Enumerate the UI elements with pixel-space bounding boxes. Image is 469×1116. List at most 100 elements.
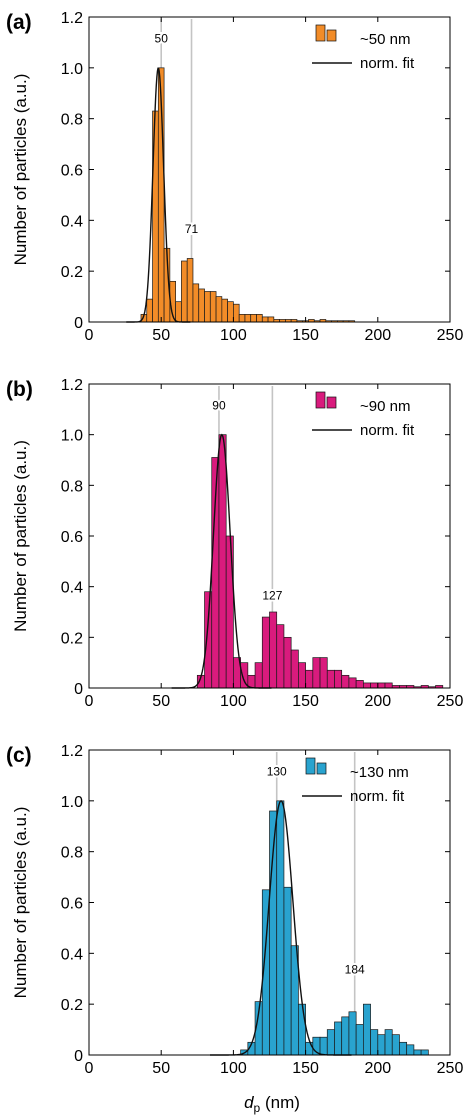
y-tick-label: 0.4 bbox=[61, 213, 83, 230]
histogram-bar bbox=[238, 314, 246, 323]
histogram-bar bbox=[192, 283, 200, 323]
peak-label: 50 bbox=[155, 31, 169, 45]
peak-label: 71 bbox=[185, 222, 199, 236]
x-tick-label: 100 bbox=[220, 693, 247, 710]
histogram-bar bbox=[384, 1029, 393, 1056]
y-tick-label: 0.4 bbox=[61, 946, 83, 963]
y-tick-label: 0 bbox=[74, 1048, 83, 1065]
panels: 50 71 0 0.2 0.4 0.6 0.8 1.0 1.2 0 50 100 150 200 250 Nu… bbox=[6, 10, 463, 1077]
peak-label: 184 bbox=[345, 963, 365, 977]
x-tick-label: 100 bbox=[220, 1060, 247, 1077]
histogram-bar bbox=[363, 682, 371, 689]
y-tick-label: 0.4 bbox=[61, 580, 83, 597]
panel-label: (b) bbox=[6, 378, 33, 401]
y-tick-label: 0.8 bbox=[61, 112, 83, 129]
y-axis-title: Number of particles (a.u.) bbox=[11, 440, 30, 632]
histogram-bar bbox=[312, 657, 321, 689]
histogram-bar bbox=[399, 1041, 408, 1056]
x-tick-label: 50 bbox=[152, 1060, 170, 1077]
peak-label: 130 bbox=[267, 764, 287, 778]
histogram-bar bbox=[341, 1016, 350, 1056]
histogram-bar bbox=[298, 662, 306, 689]
y-tick-label: 1.0 bbox=[61, 61, 83, 78]
peak-label: 90 bbox=[212, 398, 226, 412]
x-axis-title: dp (nm) bbox=[244, 1093, 300, 1115]
histogram-bar bbox=[209, 291, 217, 323]
chart-panel: 130 184 0 0.2 0.4 0.6 0.8 1.0 1.2 0 50 100 150 200 250… bbox=[6, 743, 463, 1077]
histogram-bar bbox=[298, 1003, 306, 1056]
legend-swatch bbox=[326, 29, 337, 42]
x-tick-label: 200 bbox=[364, 693, 391, 710]
histogram-bar bbox=[261, 616, 270, 689]
y-axis-title: Number of particles (a.u.) bbox=[11, 74, 30, 266]
legend-fit-label: norm. fit bbox=[360, 422, 415, 439]
panel-label: (c) bbox=[6, 744, 32, 767]
histogram-bar bbox=[186, 258, 194, 323]
y-tick-label: 0 bbox=[74, 681, 83, 698]
histogram-bar bbox=[348, 1011, 357, 1056]
chart-panel: 90 127 0 0.2 0.4 0.6 0.8 1.0 1.2 0 50 100 150 200 250 N… bbox=[6, 377, 463, 710]
histogram-bar bbox=[261, 316, 269, 323]
y-tick-label: 0.6 bbox=[61, 529, 83, 546]
y-tick-label: 1.0 bbox=[61, 428, 83, 445]
x-tick-label: 50 bbox=[152, 327, 170, 344]
chart-panel: 50 71 0 0.2 0.4 0.6 0.8 1.0 1.2 0 50 100 150 200 250 Nu… bbox=[6, 10, 463, 344]
histogram-bar bbox=[348, 677, 357, 689]
y-tick-label: 0.2 bbox=[61, 264, 83, 281]
histogram-bar bbox=[406, 1044, 415, 1056]
x-tick-label: 200 bbox=[364, 327, 391, 344]
legend-swatch bbox=[305, 757, 316, 775]
histogram-bar bbox=[269, 611, 278, 689]
histogram-bar bbox=[319, 657, 328, 689]
x-tick-label: 250 bbox=[437, 1060, 464, 1077]
legend-swatch bbox=[315, 24, 326, 42]
legend-series-label: ~90 nm bbox=[360, 398, 410, 415]
y-axis-title: Number of particles (a.u.) bbox=[11, 807, 30, 999]
histogram-bar bbox=[377, 1034, 386, 1056]
histogram-bar bbox=[290, 649, 299, 689]
legend-swatch bbox=[326, 396, 337, 409]
x-tick-label: 150 bbox=[292, 1060, 319, 1077]
x-tick-label: 250 bbox=[437, 693, 464, 710]
y-tick-label: 0.8 bbox=[61, 478, 83, 495]
histogram-bar bbox=[370, 1029, 379, 1056]
histogram-bar bbox=[198, 288, 205, 323]
y-tick-label: 1.2 bbox=[61, 10, 83, 27]
histogram-bar bbox=[355, 680, 364, 689]
legend-swatch bbox=[316, 762, 327, 775]
histogram-bar bbox=[254, 662, 263, 689]
histogram-bar bbox=[377, 682, 386, 689]
histogram-bar bbox=[391, 1034, 400, 1056]
histogram-bar bbox=[267, 316, 275, 323]
histogram-bar bbox=[181, 260, 188, 323]
y-tick-label: 0.8 bbox=[61, 845, 83, 862]
histogram-bar bbox=[215, 296, 223, 323]
x-tick-label: 200 bbox=[364, 1060, 391, 1077]
histogram-bar bbox=[221, 298, 228, 323]
histogram-bar bbox=[283, 886, 292, 1056]
histogram-bar bbox=[305, 1041, 314, 1056]
histogram-bar bbox=[276, 624, 285, 689]
histogram-bar bbox=[420, 1049, 429, 1056]
histogram-bar bbox=[146, 298, 153, 323]
histogram-bar bbox=[218, 434, 227, 689]
x-tick-label: 0 bbox=[85, 327, 94, 344]
x-tick-label: 0 bbox=[85, 1060, 94, 1077]
legend-series-label: ~130 nm bbox=[350, 764, 409, 781]
histogram-bar bbox=[370, 682, 379, 689]
y-tick-label: 0.2 bbox=[61, 997, 83, 1014]
histogram-bar bbox=[334, 1021, 343, 1056]
histogram-bar bbox=[341, 674, 350, 689]
x-tick-label: 150 bbox=[292, 327, 319, 344]
histogram-bar bbox=[326, 669, 335, 689]
y-tick-label: 0.2 bbox=[61, 630, 83, 647]
histogram-bar bbox=[355, 1024, 364, 1056]
histogram-bar bbox=[384, 682, 393, 689]
x-tick-label: 150 bbox=[292, 693, 319, 710]
histogram-bar bbox=[227, 301, 234, 323]
histogram-bar bbox=[363, 1003, 371, 1056]
histogram-bar bbox=[283, 636, 292, 689]
histogram-bar bbox=[334, 669, 343, 689]
legend-series-label: ~50 nm bbox=[360, 31, 410, 48]
